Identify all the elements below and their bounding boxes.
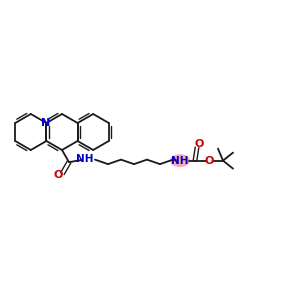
Text: O: O [54,170,63,180]
Text: NH: NH [76,154,94,164]
Text: O: O [194,139,204,148]
Ellipse shape [170,154,190,167]
Text: N: N [41,118,50,128]
Text: O: O [204,156,214,166]
Text: NH: NH [171,156,189,166]
